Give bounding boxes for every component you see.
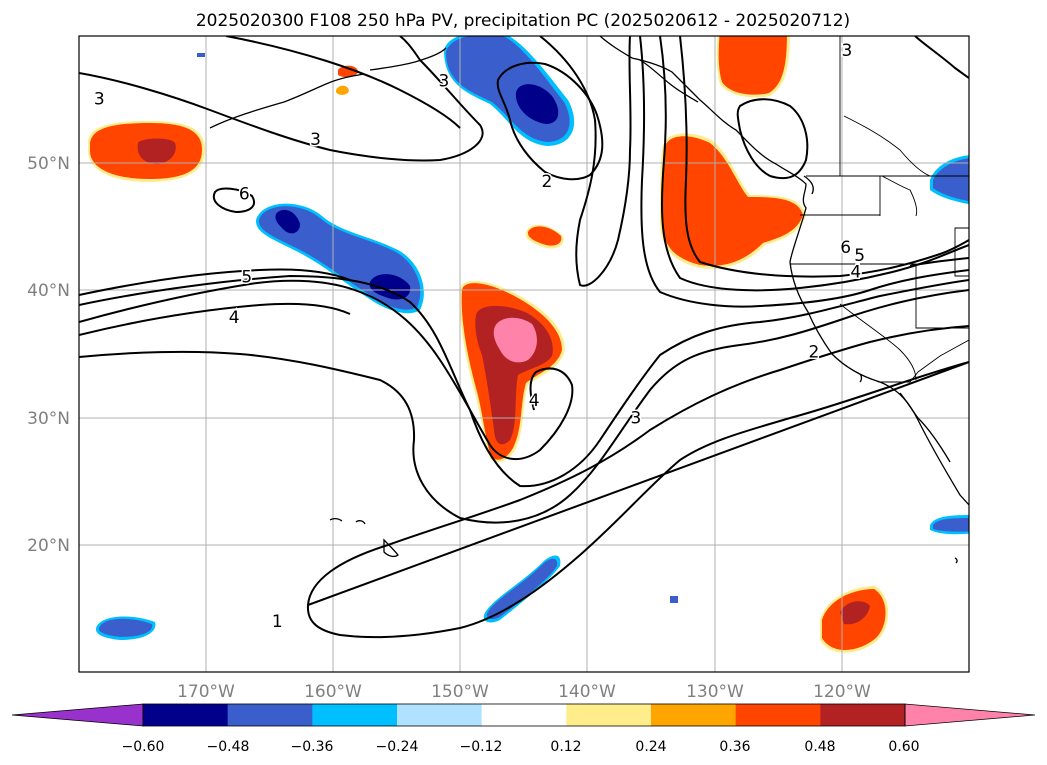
negative-anomaly-patch [933,158,969,202]
colorbar-cell [227,704,313,726]
colorbar-tick-label: 0.24 [635,739,666,755]
contour-label: 3 [630,409,641,429]
lon-tick-label: 160°W [304,682,362,702]
negative-anomaly-patch [486,558,558,620]
contour-label: 4 [229,308,240,328]
colorbar: −0.60 −0.48 −0.36 −0.24 −0.12 0.12 0.24 … [11,703,1036,755]
contour-label: 2 [541,172,552,192]
negative-anomaly-patch [515,84,559,124]
colorbar-extend-min [11,703,144,727]
positive-anomaly-patch [137,138,176,164]
pv-contour-4 [539,36,632,287]
pv-contour-2 [79,289,969,524]
pv-contours [79,36,969,639]
positive-anomaly-patch [527,226,562,246]
colorbar-tick-labels: −0.60 −0.48 −0.36 −0.24 −0.12 0.12 0.24 … [122,739,920,755]
colorbar-tick-label: 0.60 [888,739,919,755]
contour-label: 3 [310,130,321,150]
lon-tick-label: 150°W [431,682,489,702]
colorbar-cell [143,704,229,726]
colorbar-tick-label: −0.12 [460,739,503,755]
pv-contour-6 [212,187,255,214]
contour-label: 2 [808,342,819,362]
lon-tick-label: 130°W [686,682,744,702]
pv-contour-3 [79,36,484,162]
pv-contour-5 [79,302,351,336]
precip-anomaly-shading [88,36,969,653]
contour-label: 6 [239,185,250,205]
positive-anomaly-patch [338,65,358,78]
pv-contour-3 [79,274,969,488]
colorbar-tick-label: −0.36 [291,739,334,755]
lon-tick-label: 120°W [813,682,871,702]
longitude-labels: 170°W 160°W 150°W 140°W 130°W 120°W [177,682,871,702]
pv-contour-6 [679,36,969,278]
latitude-labels: 50°N 40°N 30°N 20°N [27,154,70,556]
positive-anomaly-patch [662,136,803,266]
colorbar-cell [312,704,398,726]
colorbar-cell [397,704,483,726]
pv-contour-1 [306,325,969,639]
colorbar-cell [651,704,737,726]
pv-contour-3 [914,36,969,79]
lon-tick-label: 170°W [177,682,235,702]
pv-contour-2 [496,61,604,181]
contour-label: 1 [272,612,283,632]
contour-label: 5 [854,246,865,266]
colorbar-cells [11,703,1036,727]
colorbar-cell [735,704,821,726]
colorbar-extend-max [904,703,1036,727]
colorbar-cell [820,704,906,726]
positive-anomaly-patch [336,85,349,95]
map-frame [78,35,970,673]
pv-contour-4 [79,279,574,460]
positive-anomaly-patch [493,317,537,363]
lat-tick-label: 50°N [27,154,70,174]
negative-anomaly-patch [933,518,969,532]
lat-tick-label: 40°N [27,281,70,301]
colorbar-tick-label: −0.24 [376,739,419,755]
positive-anomaly-patch [718,36,787,95]
contour-label: 4 [850,262,861,282]
contour-label: 3 [438,72,449,92]
colorbar-tick-label: 0.12 [550,739,581,755]
negative-anomaly-patch [98,618,153,637]
positive-anomaly-patch [840,601,870,625]
negative-anomaly-patch [670,596,678,603]
contour-label: 3 [842,41,853,61]
colorbar-cell [566,704,652,726]
pv-contour-6 [79,268,351,296]
pv-contour-4 [639,36,969,308]
negative-anomaly-patch [275,209,300,234]
colorbar-tick-label: 0.36 [719,739,750,755]
pv-contour-5 [659,36,969,292]
pv-contour-6 [736,98,809,180]
colorbar-tick-label: 0.48 [804,739,835,755]
pv-contour-5 [225,36,461,129]
contour-label: 5 [241,267,252,287]
colorbar-cell [481,704,567,726]
figure-title: 2025020300 F108 250 hPa PV, precipitatio… [196,11,850,31]
contour-label: 4 [529,391,540,411]
negative-anomaly-patch [369,274,411,300]
lat-tick-label: 30°N [27,409,70,429]
contour-label: 6 [840,238,851,258]
negative-anomaly-patch [197,53,205,57]
lat-tick-label: 20°N [27,536,70,556]
colorbar-tick-label: −0.48 [207,739,250,755]
colorbar-outline [142,703,906,727]
map-gridlines [79,36,969,672]
colorbar-tick-label: −0.60 [122,739,165,755]
contour-label: 3 [94,89,105,109]
lon-tick-label: 140°W [558,682,616,702]
